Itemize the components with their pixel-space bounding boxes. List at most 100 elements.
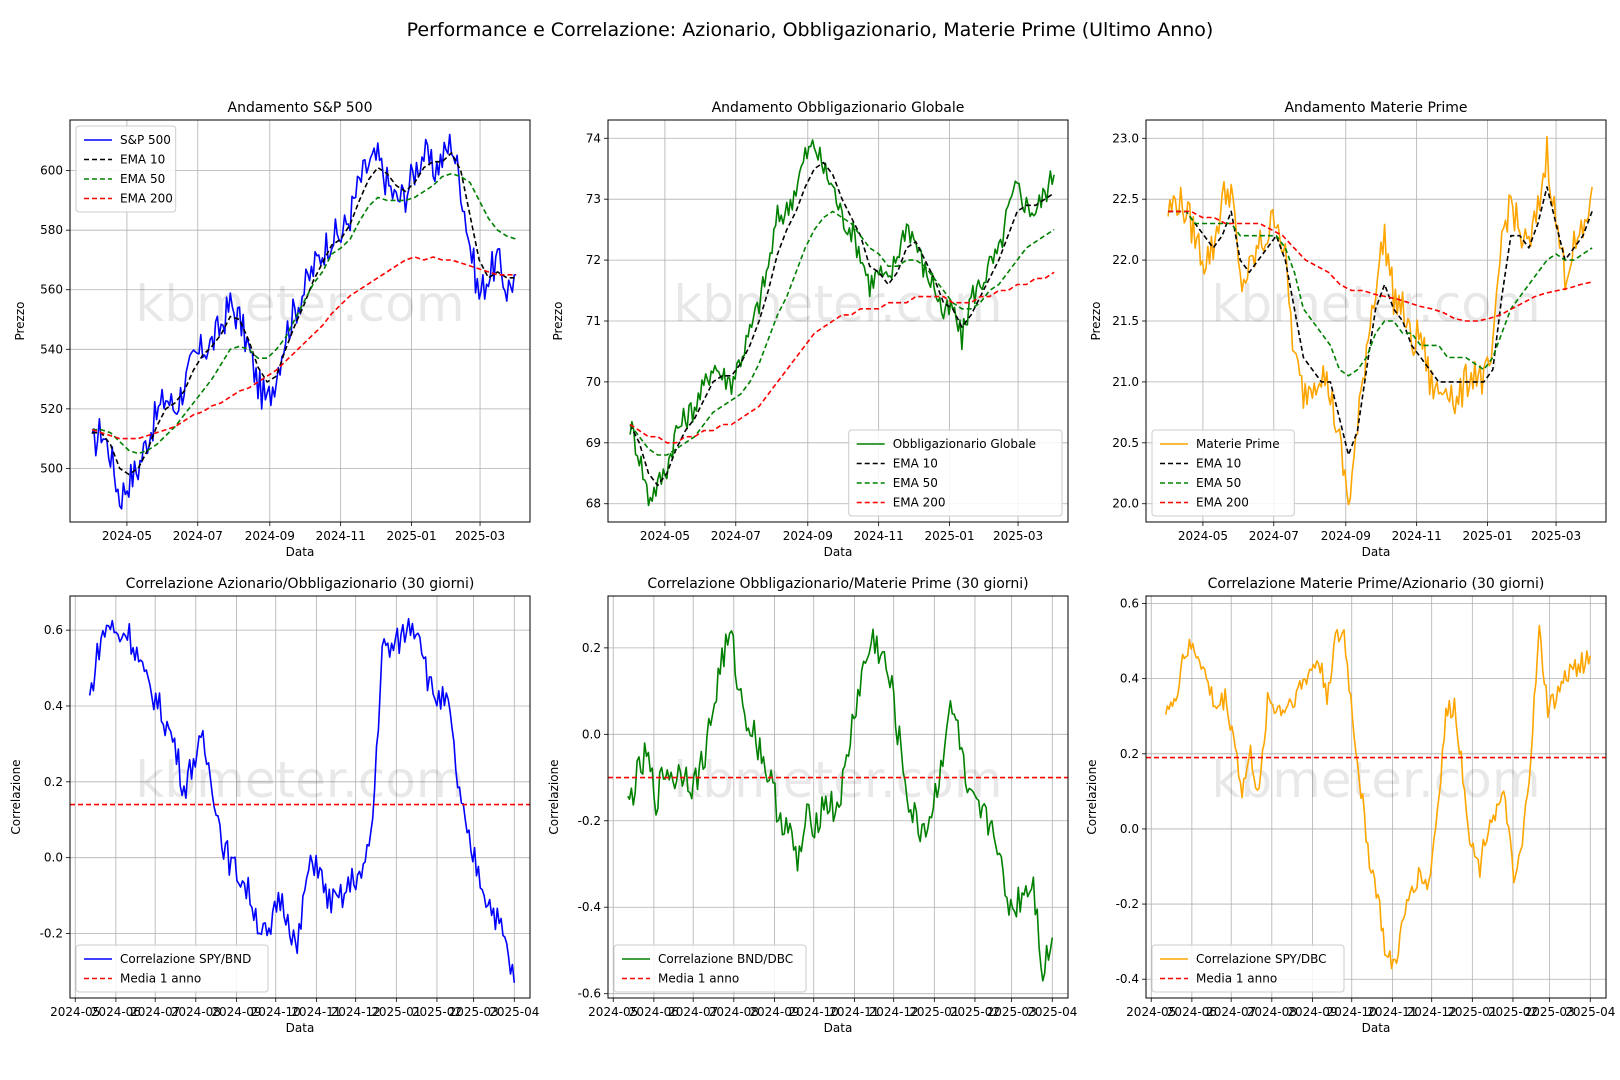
grid xyxy=(1146,596,1606,998)
x-tick-label: 2024-05 xyxy=(1178,529,1228,543)
y-tick-label: 20.0 xyxy=(1112,497,1139,511)
series-line-2 xyxy=(629,161,1055,487)
series-line-1 xyxy=(629,139,1055,507)
y-tick-label: 68 xyxy=(586,497,601,511)
y-tick-label: 0.2 xyxy=(582,641,601,655)
x-tick-label: 2024-10 xyxy=(251,1005,301,1019)
subplot-1: 2024-05 2024-07 2024-09 2024-11 2025-01 2025-… xyxy=(13,100,531,559)
series-line-4 xyxy=(1168,210,1593,322)
x-tick-label: 2024-05 xyxy=(1126,1005,1176,1019)
y-tick-label: 0.4 xyxy=(1120,672,1139,686)
y-tick-label: 520 xyxy=(40,402,63,416)
y-axis-label: Correlazione xyxy=(1085,759,1099,834)
x-axis-label: Data xyxy=(824,545,853,559)
y-tick-label: -0.2 xyxy=(1116,897,1139,911)
legend: Correlazione SPY/BND Media 1 anno xyxy=(75,944,269,993)
axes-frame xyxy=(607,595,1069,999)
y-tick-label: 0.6 xyxy=(44,623,63,637)
y-axis-label: Correlazione xyxy=(547,759,561,834)
y-tick-label: 20.5 xyxy=(1112,436,1139,450)
x-tick-label: 2024-06 xyxy=(629,1005,679,1019)
x-tick-label: 2025-01 xyxy=(371,1005,421,1019)
subplot-title: Correlazione Obbligazionario/Materie Pri… xyxy=(647,576,1028,592)
x-tick-label: 2025-04 xyxy=(1565,1005,1615,1019)
legend: Correlazione BND/DBC Media 1 anno xyxy=(613,944,807,993)
x-tick-label: 2024-11 xyxy=(854,529,904,543)
y-tick-label: 22.5 xyxy=(1112,192,1139,206)
x-tick-label: 2025-03 xyxy=(993,529,1043,543)
series-line-3 xyxy=(629,210,1055,456)
legend-box xyxy=(848,429,1063,517)
x-tick-label: 2024-12 xyxy=(1407,1005,1457,1019)
series-line-1 xyxy=(1164,624,1592,970)
legend-label: EMA 200 xyxy=(120,192,173,206)
legend-box xyxy=(1151,429,1295,517)
x-tick-label: 2024-07 xyxy=(1206,1005,1256,1019)
y-tick-label: -0.6 xyxy=(578,987,601,1001)
legend-label: EMA 10 xyxy=(893,457,938,471)
watermark: kbmeter.com xyxy=(135,275,464,333)
y-tick-label: 22.0 xyxy=(1112,253,1139,267)
subplot-3: 2024-05 2024-07 2024-09 2024-11 2025-01 2025-… xyxy=(1089,100,1607,559)
x-tick-label: 2025-03 xyxy=(449,1005,499,1019)
x-tick-label: 2024-10 xyxy=(1327,1005,1377,1019)
series-line-4 xyxy=(91,256,517,440)
y-tick-label: 21.0 xyxy=(1112,375,1139,389)
subplot-2: 2024-05 2024-07 2024-09 2024-11 2025-01 2025-… xyxy=(551,100,1069,559)
series-line-2 xyxy=(92,152,517,476)
subplot-grid: 2024-05 2024-07 2024-09 2024-11 2025-01 2025-… xyxy=(9,100,1615,1035)
legend-label: EMA 200 xyxy=(1196,496,1249,510)
subplot-title: Andamento S&P 500 xyxy=(228,100,373,116)
series-line-2 xyxy=(1168,186,1593,456)
x-tick-label: 2024-10 xyxy=(789,1005,839,1019)
x-tick-label: 2024-07 xyxy=(668,1005,718,1019)
plot-area xyxy=(70,617,530,983)
legend: Materie Prime EMA 10 EMA 50 EMA 200 xyxy=(1151,429,1295,517)
y-tick-label: 23.0 xyxy=(1112,131,1139,145)
subplot-title: Correlazione Azionario/Obbligazionario (… xyxy=(126,576,475,592)
y-tick-label: 540 xyxy=(40,342,63,356)
y-tick-label: 0.6 xyxy=(1120,597,1139,611)
x-tick-label: 2024-09 xyxy=(1321,529,1371,543)
x-tick-label: 2025-01 xyxy=(1462,529,1512,543)
y-tick-label: 0.0 xyxy=(44,851,63,865)
y-axis-label: Prezzo xyxy=(1089,301,1103,340)
x-tick-label: 2024-07 xyxy=(173,529,223,543)
legend-label: Media 1 anno xyxy=(658,972,739,986)
subplot-4: 2024-052024-062024-072024-082024-092024-… xyxy=(9,576,539,1035)
x-axis-label: Data xyxy=(1362,1021,1391,1035)
x-tick-label: 2024-12 xyxy=(869,1005,919,1019)
axes-frame xyxy=(69,119,531,523)
x-tick-label: 2025-03 xyxy=(1525,1005,1575,1019)
figure-title: Performance e Correlazione: Azionario, O… xyxy=(407,19,1214,41)
x-tick-label: 2024-09 xyxy=(245,529,295,543)
legend: Correlazione SPY/DBC Media 1 anno xyxy=(1151,944,1345,993)
series-line-4 xyxy=(629,271,1055,444)
x-tick-label: 2024-12 xyxy=(331,1005,381,1019)
series-line-1 xyxy=(1167,135,1593,506)
x-tick-label: 2024-08 xyxy=(171,1005,221,1019)
legend-label: Correlazione SPY/DBC xyxy=(1196,952,1327,966)
legend-label: Obbligazionario Globale xyxy=(893,437,1036,451)
x-tick-label: 2024-09 xyxy=(211,1005,261,1019)
x-tick-label: 2024-05 xyxy=(640,529,690,543)
legend-label: Media 1 anno xyxy=(1196,972,1277,986)
x-tick-label: 2024-05 xyxy=(50,1005,100,1019)
x-tick-label: 2024-07 xyxy=(1249,529,1299,543)
grid xyxy=(70,596,530,998)
x-tick-label: 2024-09 xyxy=(783,529,833,543)
y-axis-label: Prezzo xyxy=(13,301,27,340)
watermark: kbmeter.com xyxy=(135,751,464,809)
x-tick-label: 2024-07 xyxy=(130,1005,180,1019)
x-tick-label: 2025-03 xyxy=(987,1005,1037,1019)
y-tick-label: -0.2 xyxy=(578,814,601,828)
y-tick-label: -0.4 xyxy=(578,900,601,914)
plot-area xyxy=(91,133,517,510)
x-tick-label: 2025-02 xyxy=(950,1005,1000,1019)
x-tick-label: 2024-11 xyxy=(829,1005,879,1019)
series-line-3 xyxy=(92,172,517,455)
x-tick-label: 2024-11 xyxy=(1367,1005,1417,1019)
x-tick-label: 2024-07 xyxy=(711,529,761,543)
